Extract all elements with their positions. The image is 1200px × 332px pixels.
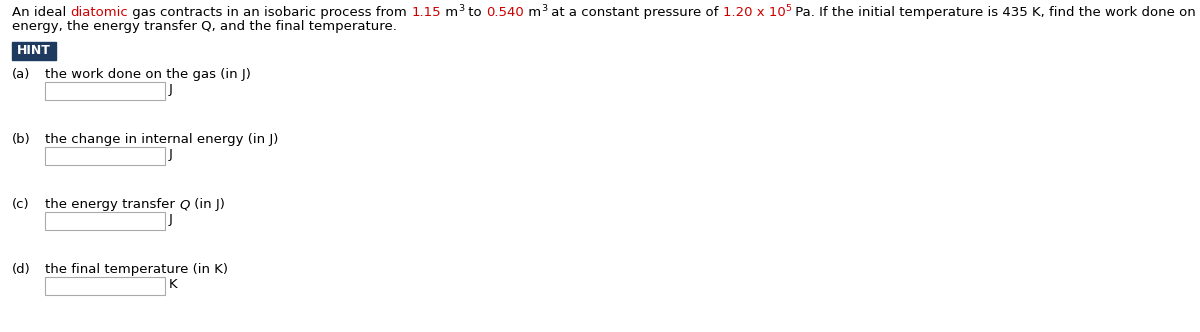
Text: K: K [169,278,178,291]
Text: energy, the energy transfer Q, and the final temperature.: energy, the energy transfer Q, and the f… [12,20,397,33]
Bar [46,147,166,165]
Text: 1.20 x 10: 1.20 x 10 [722,6,785,19]
Text: at a constant pressure of: at a constant pressure of [547,6,722,19]
Text: the work done on the gas (in J): the work done on the gas (in J) [46,68,251,81]
Text: J: J [169,213,173,226]
Text: 3: 3 [458,4,464,13]
Text: (a): (a) [12,68,30,81]
Text: gas contracts in an isobaric process from: gas contracts in an isobaric process fro… [128,6,412,19]
Text: diatomic: diatomic [71,6,128,19]
Text: (d): (d) [12,263,31,276]
Text: (c): (c) [12,198,30,211]
Bar [46,82,166,100]
Text: An ideal: An ideal [12,6,71,19]
Text: (b): (b) [12,133,31,146]
Text: HINT: HINT [17,44,50,57]
Text: to: to [464,6,486,19]
Text: 1.15: 1.15 [412,6,440,19]
Bar [46,277,166,295]
Bar [46,212,166,230]
Text: 5: 5 [785,4,791,13]
Text: J: J [169,83,173,96]
Bar [12,42,56,60]
Text: the energy transfer: the energy transfer [46,198,179,211]
Text: m: m [440,6,458,19]
Text: the final temperature (in K): the final temperature (in K) [46,263,228,276]
Text: Q: Q [179,198,190,211]
Text: 0.540: 0.540 [486,6,523,19]
Text: (in J): (in J) [190,198,224,211]
Text: J: J [169,148,173,161]
Text: 3: 3 [541,4,547,13]
Text: Pa. If the initial temperature is 435 K, find the work done on the gas, the chan: Pa. If the initial temperature is 435 K,… [791,6,1200,19]
Text: m: m [523,6,541,19]
Text: the change in internal energy (in J): the change in internal energy (in J) [46,133,278,146]
